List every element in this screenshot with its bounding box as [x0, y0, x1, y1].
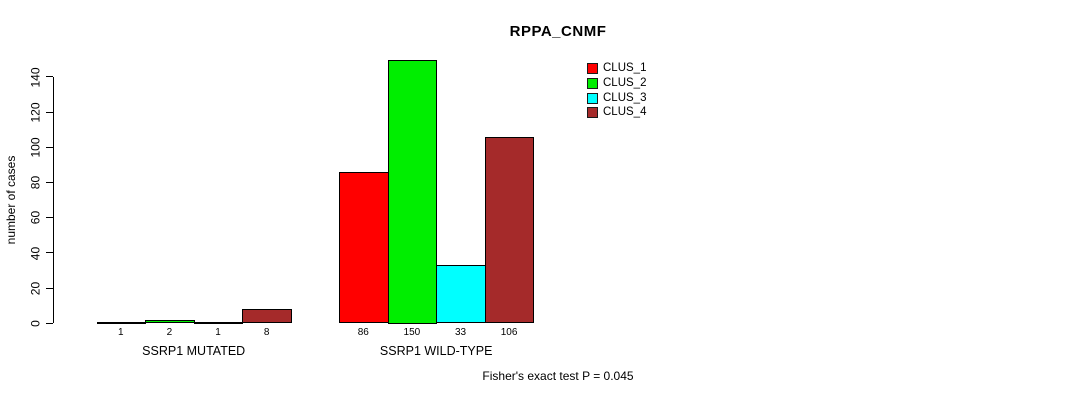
bar-clus_4-group2 — [484, 136, 535, 324]
legend-row: CLUS_1 — [585, 62, 675, 75]
y-axis-tick-label: 140 — [28, 67, 43, 88]
bar-value-label: 1 — [118, 327, 124, 338]
legend-swatch-clus_2 — [587, 77, 598, 89]
y-axis-tick-label: 40 — [28, 246, 43, 260]
y-axis-tick-label: 60 — [28, 211, 43, 225]
y-axis-tick-label: 100 — [28, 137, 43, 158]
x-category-label: SSRP1 MUTATED — [142, 344, 246, 358]
y-axis-tick-label: 0 — [28, 320, 43, 327]
chart-title: RPPA_CNMF — [509, 23, 607, 40]
legend-row: CLUS_4 — [585, 106, 675, 119]
bar-value-label: 8 — [263, 327, 270, 338]
y-axis-tick — [46, 111, 53, 113]
legend-swatch-clus_4 — [587, 107, 598, 119]
y-axis-line — [53, 77, 54, 324]
y-axis-tick — [46, 76, 53, 78]
bar-clus_1-group1 — [96, 321, 147, 324]
legend-label: CLUS_1 — [603, 62, 647, 74]
bar-value-label: 33 — [454, 327, 467, 338]
bar-clus_3-group2 — [436, 265, 486, 324]
y-axis-tick-label: 120 — [28, 102, 43, 123]
bar-clus_2-group2 — [387, 59, 438, 324]
bar-clus_2-group1 — [145, 319, 195, 324]
legend-label: CLUS_3 — [603, 91, 647, 104]
legend-label: CLUS_2 — [603, 76, 647, 89]
legend-row: CLUS_2 — [585, 77, 675, 90]
bar-clus_4-group1 — [242, 309, 292, 324]
legend-swatch-clus_1 — [587, 63, 598, 74]
y-axis-label: number of cases — [4, 155, 18, 245]
y-axis-tick — [46, 146, 53, 148]
legend-row: CLUS_3 — [585, 92, 675, 105]
legend-label: CLUS_4 — [603, 106, 647, 119]
x-category-label: SSRP1 WILD-TYPE — [379, 344, 493, 358]
y-axis-tick — [46, 182, 53, 183]
bar-value-label: 1 — [215, 327, 221, 338]
bar-clus_1-group2 — [339, 172, 389, 324]
y-axis-tick — [46, 322, 53, 324]
legend-swatch-clus_3 — [587, 92, 598, 104]
y-axis-tick-label: 80 — [28, 176, 43, 190]
y-axis-tick — [46, 217, 53, 219]
bar-value-label: 2 — [166, 327, 173, 338]
bar-value-label: 106 — [500, 327, 518, 338]
bar-value-label: 86 — [357, 327, 369, 338]
bar-value-label: 150 — [403, 327, 421, 338]
bar-clus_3-group1 — [193, 321, 244, 324]
y-axis-tick-label: 20 — [28, 281, 43, 295]
annotation-text: Fisher's exact test P = 0.045 — [482, 369, 634, 383]
y-axis-tick — [46, 252, 53, 254]
y-axis-tick — [46, 287, 53, 289]
